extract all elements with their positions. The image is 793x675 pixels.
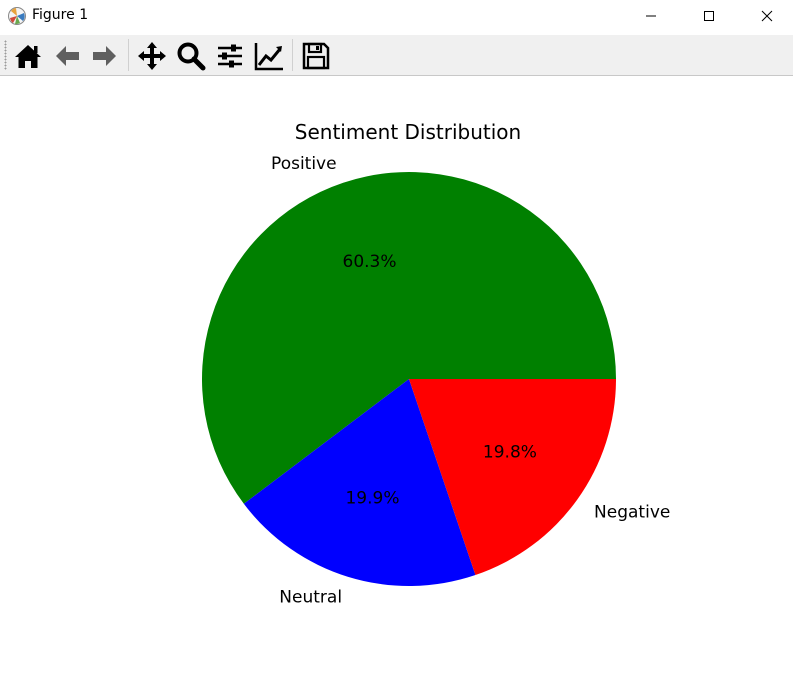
pie-chart: Sentiment Distribution Positive 60.3% Neut…: [201, 120, 670, 608]
close-button[interactable]: [738, 0, 793, 32]
pan-button[interactable]: [136, 40, 168, 72]
home-button[interactable]: [12, 40, 44, 72]
zoom-button[interactable]: [175, 40, 207, 72]
minimize-button[interactable]: [622, 0, 680, 32]
slice-label-positive: Positive: [271, 154, 337, 174]
figure-canvas[interactable]: Sentiment Distribution Positive 60.3% Neut…: [0, 76, 793, 671]
maximize-icon: [704, 11, 714, 21]
slice-label-neutral: Neutral: [279, 588, 342, 608]
edit-axes-button[interactable]: [253, 40, 285, 72]
pie-slices: [201, 171, 616, 586]
pie-slice-negative: [409, 379, 616, 576]
forward-arrow-icon: [93, 46, 116, 66]
save-button[interactable]: [300, 40, 332, 72]
navigation-toolbar: [0, 35, 793, 76]
save-floppy-icon: [302, 42, 330, 70]
back-arrow-icon: [56, 46, 79, 66]
slice-percent-negative: 19.8%: [483, 442, 537, 462]
slice-label-negative: Negative: [594, 503, 670, 523]
back-button[interactable]: [51, 40, 83, 72]
toolbar-grip[interactable]: [4, 40, 7, 70]
pan-move-icon: [138, 42, 166, 70]
slice-percent-neutral: 19.9%: [345, 489, 399, 509]
toolbar-separator: [128, 39, 129, 71]
configure-subplots-icon: [218, 44, 242, 68]
slice-percent-positive: 60.3%: [343, 252, 397, 272]
chart-title: Sentiment Distribution: [295, 120, 521, 144]
toolbar-separator: [292, 39, 293, 71]
matplotlib-app-icon: [8, 7, 26, 25]
home-icon: [15, 45, 41, 68]
close-icon: [761, 10, 773, 22]
window-titlebar: Figure 1: [0, 0, 793, 32]
forward-button[interactable]: [89, 40, 121, 72]
pie-labels: Positive 60.3% Neutral 19.9% Negative 19.8%: [271, 154, 670, 608]
configure-subplots-button[interactable]: [214, 40, 246, 72]
window-title: Figure 1: [32, 7, 89, 23]
zoom-magnifier-icon: [177, 42, 206, 71]
pie-slice-positive: [201, 171, 616, 504]
minimize-icon: [646, 15, 656, 17]
pie-slice-neutral: [243, 379, 476, 586]
edit-axes-icon: [254, 43, 283, 71]
maximize-button[interactable]: [680, 0, 738, 32]
